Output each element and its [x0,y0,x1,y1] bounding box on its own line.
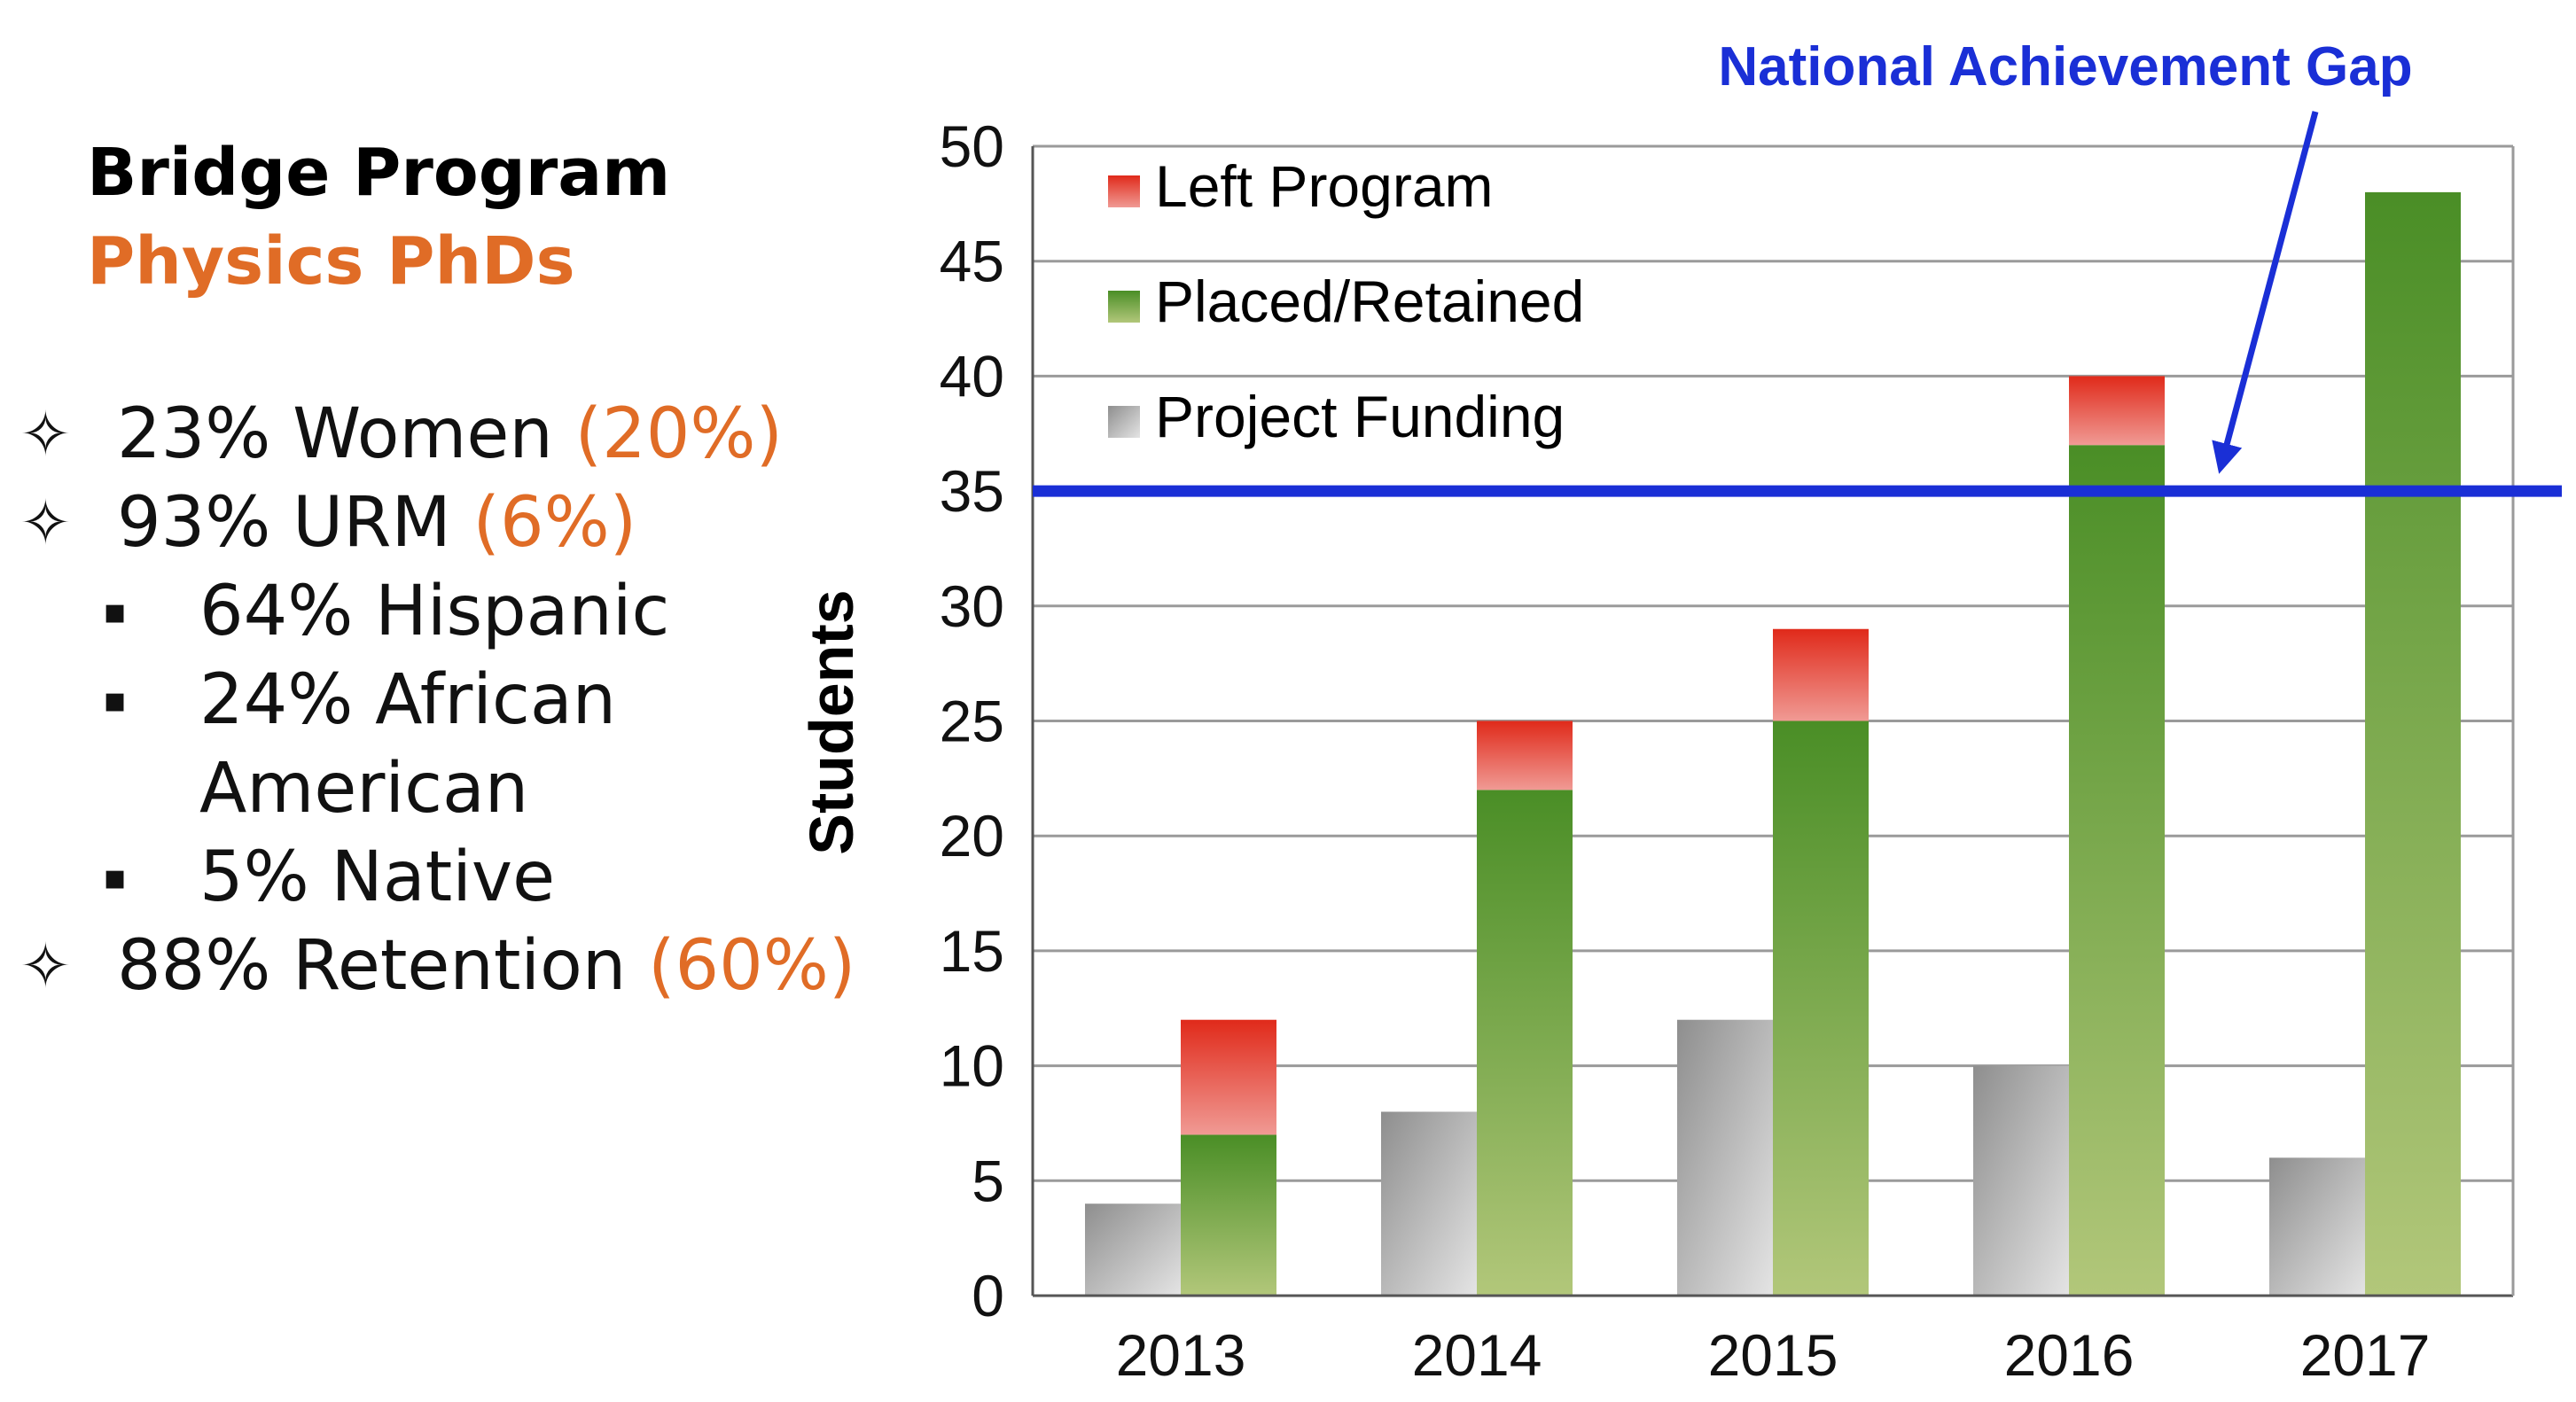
stat-african: ▪ 24% African [0,656,886,744]
achievement-gap-label: National Achievement Gap [1718,36,2412,97]
bar-project-funding [1677,1019,1773,1296]
bar-placed-retained [1477,790,1573,1296]
x-tick-label: 2017 [2300,1322,2431,1388]
stat-african-cont: American [0,744,886,833]
y-tick-label: 35 [940,458,1004,524]
x-tick-label: 2015 [1708,1322,1838,1388]
y-tick-label: 50 [940,113,1004,179]
sparkle-bullet-icon: ✧ [20,930,72,1002]
bar-placed-retained [2069,445,2165,1297]
bar-placed-retained [1181,1134,1276,1296]
square-bullet-icon: ▪ [103,591,128,632]
sparkle-bullet-icon: ✧ [20,487,72,559]
stat-urm: ✧ 93% URM (6%) [0,479,886,567]
bar-left-program [1773,628,1869,721]
text-panel: Bridge Program Physics PhDs ✧ 23% Women … [0,0,886,1402]
stat-women: ✧ 23% Women (20%) [0,390,886,479]
y-tick-label: 20 [940,803,1004,868]
stat-text: 93% URM [117,483,451,563]
bar-project-funding [2269,1157,2365,1296]
bar-placed-retained [1773,720,1869,1296]
legend-label: Placed/Retained [1155,269,1584,334]
bar-left-program [1477,720,1573,791]
y-tick-label: 15 [940,918,1004,984]
y-tick-label: 45 [940,229,1004,294]
program-title: Bridge Program [87,135,671,211]
stat-text: 23% Women [117,394,553,474]
stat-hispanic: ▪ 64% Hispanic [0,567,886,656]
y-axis-label: Students [797,589,866,854]
legend-label: Project Funding [1155,384,1565,449]
bar-left-program [1181,1019,1276,1135]
program-subtitle: Physics PhDs [87,223,575,300]
legend-swatch [1108,406,1140,438]
x-tick-label: 2016 [2004,1322,2135,1388]
bar-project-funding [1381,1111,1477,1296]
square-bullet-icon: ▪ [103,680,128,720]
x-tick-label: 2013 [1116,1322,1246,1388]
axes: 0 5 10 15 20 25 30 35 40 45 50 Students 2013 2014 2015… [797,113,2515,1388]
y-tick-label: 0 [972,1263,1004,1328]
stat-benchmark: (60%) [648,926,856,1006]
stat-text: 64% Hispanic [199,572,670,651]
bars [1085,191,2461,1297]
stat-text: 88% Retention [117,926,627,1006]
stat-text: American [199,749,529,829]
stat-benchmark: (6%) [472,483,637,563]
stat-text: 24% African [199,660,617,740]
y-tick-label: 5 [972,1148,1004,1213]
legend-swatch [1108,291,1140,323]
x-tick-label: 2014 [1412,1322,1542,1388]
legend-swatch [1108,175,1140,207]
bar-left-program [2069,376,2165,446]
legend: Left Program Placed/Retained Project Fundi… [1108,153,1584,449]
stat-retention: ✧ 88% Retention (60%) [0,922,886,1010]
stat-text: 5% Native [199,837,556,917]
y-tick-label: 10 [940,1033,1004,1099]
achievement-gap-arrow [2212,111,2319,474]
bar-project-funding [1973,1065,2069,1296]
bar-project-funding [1085,1203,1181,1296]
stat-native: ▪ 5% Native [0,833,886,922]
achievement-gap: National Achievement Gap [1033,36,2562,497]
square-bullet-icon: ▪ [103,857,128,898]
sparkle-bullet-icon: ✧ [20,398,72,471]
bar-placed-retained [2365,191,2461,1296]
y-tick-label: 25 [940,689,1004,754]
stats-list: ✧ 23% Women (20%) ✧ 93% URM (6%) ▪ 64% H… [0,390,886,1010]
y-tick-label: 40 [940,343,1004,409]
legend-label: Left Program [1155,153,1494,219]
stat-benchmark: (20%) [574,394,783,474]
y-tick-label: 30 [940,573,1004,639]
